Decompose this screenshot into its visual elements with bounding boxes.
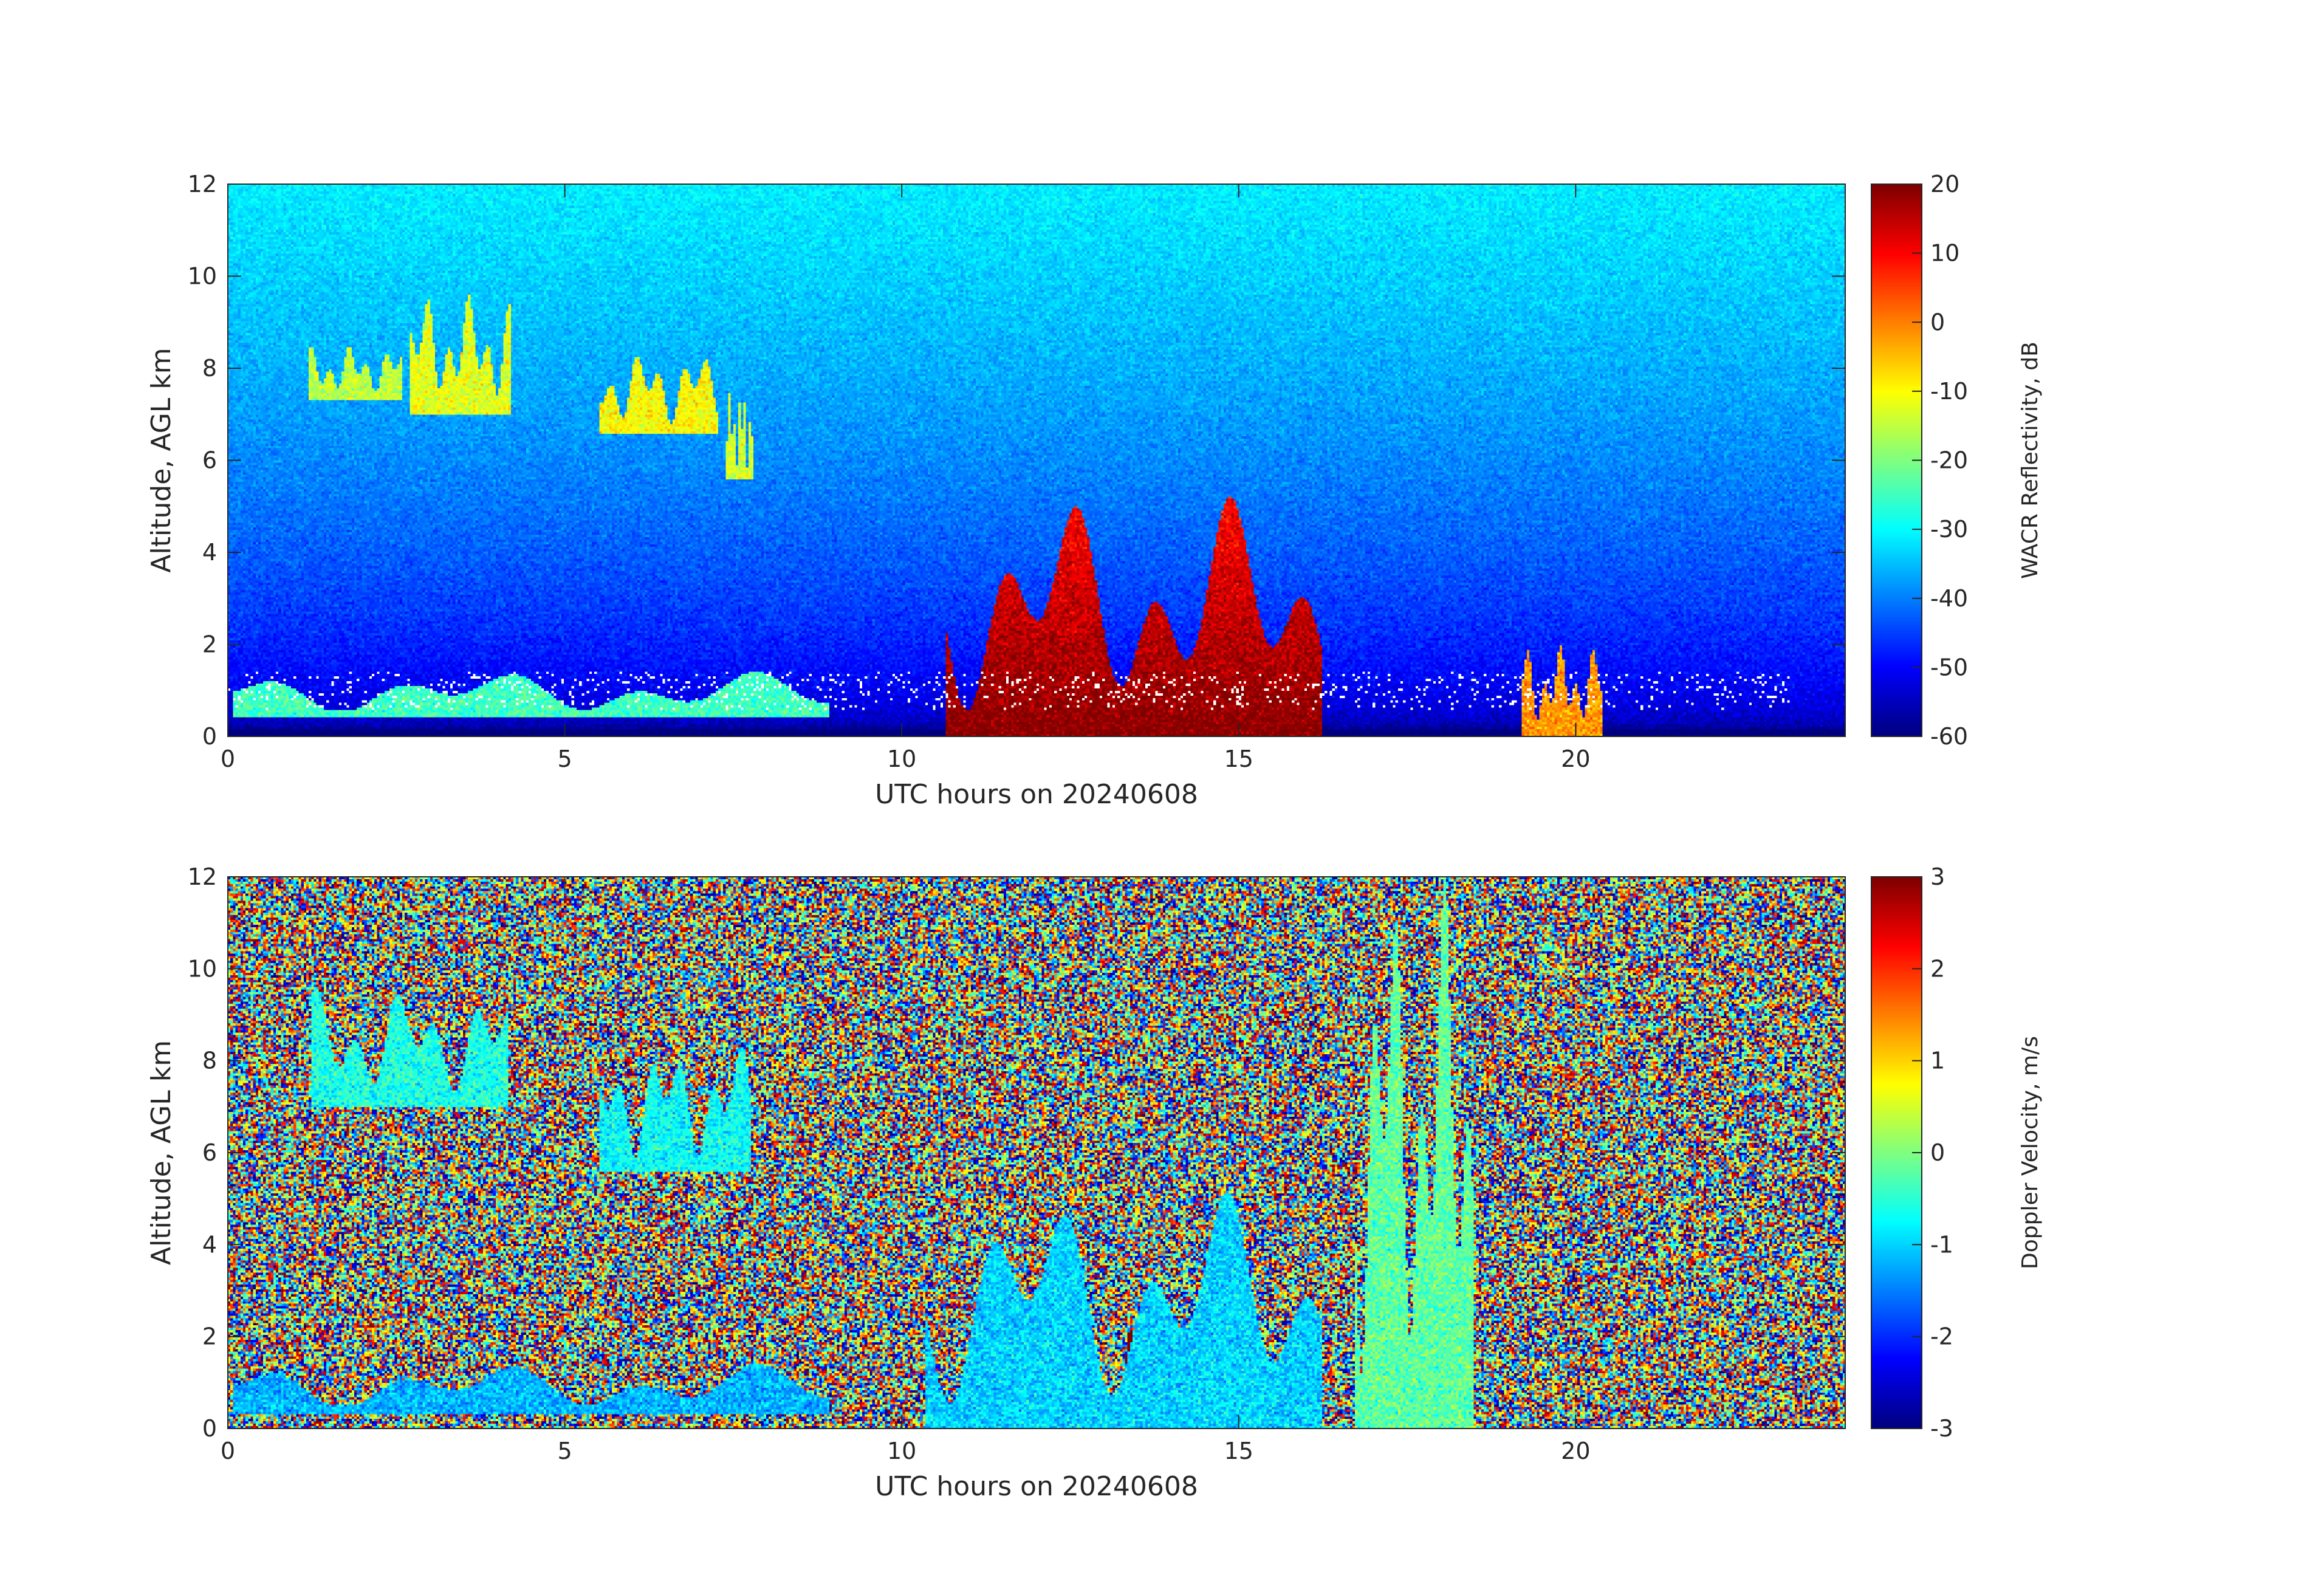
axes-box bbox=[227, 876, 1846, 1429]
y-tick-label: 4 bbox=[202, 1231, 217, 1258]
colorbar-tick-label: -30 bbox=[1930, 516, 1968, 543]
y-tick-label: 10 bbox=[188, 955, 217, 982]
y-tick-label: 8 bbox=[202, 1048, 217, 1074]
y-tick-label: 12 bbox=[188, 171, 217, 197]
colorbar-tick-label: -10 bbox=[1930, 378, 1968, 405]
colorbar-tick-label: -2 bbox=[1930, 1323, 1953, 1350]
y-axis-label: Altitude, AGL km bbox=[146, 348, 177, 572]
colorbar-tick-label: 20 bbox=[1930, 171, 1959, 197]
colorbar-tick-label: 1 bbox=[1930, 1048, 1945, 1074]
y-tick-label: 2 bbox=[202, 1323, 217, 1350]
x-axis-label: UTC hours on 20240608 bbox=[875, 1471, 1198, 1502]
x-tick-label: 15 bbox=[1224, 746, 1253, 772]
colorbar-tick-label: -1 bbox=[1930, 1231, 1953, 1258]
y-tick-label: 12 bbox=[188, 863, 217, 890]
doppler-velocity-heatmap bbox=[228, 877, 1845, 1429]
colorbar-tick-label: 3 bbox=[1930, 863, 1945, 890]
x-tick-label: 20 bbox=[1561, 1438, 1590, 1464]
axes-box bbox=[227, 184, 1846, 737]
x-tick-label: 10 bbox=[887, 746, 916, 772]
y-tick-label: 4 bbox=[202, 539, 217, 566]
x-tick-label: 15 bbox=[1224, 1438, 1253, 1464]
x-tick-label: 5 bbox=[557, 746, 572, 772]
y-tick-label: 10 bbox=[188, 263, 217, 290]
colorbar-label: Doppler Velocity, m/s bbox=[2018, 1036, 2043, 1269]
x-tick-label: 0 bbox=[221, 1438, 235, 1464]
colorbar-tick-label: 2 bbox=[1930, 955, 1945, 982]
colorbar-tick-label: 0 bbox=[1930, 309, 1945, 335]
x-tick-label: 0 bbox=[221, 746, 235, 772]
x-axis-label: UTC hours on 20240608 bbox=[875, 779, 1198, 810]
x-tick-label: 5 bbox=[557, 1438, 572, 1464]
colorbar-tick-label: -3 bbox=[1930, 1415, 1953, 1442]
colorbar-label: WACR Reflectivity, dB bbox=[2018, 341, 2043, 579]
x-tick-label: 20 bbox=[1561, 746, 1590, 772]
colorbar-tick-label: -60 bbox=[1930, 723, 1968, 750]
y-axis-label: Altitude, AGL km bbox=[146, 1040, 177, 1265]
y-tick-label: 8 bbox=[202, 355, 217, 382]
y-tick-label: 6 bbox=[202, 447, 217, 474]
reflectivity-heatmap bbox=[228, 184, 1845, 736]
colorbar-tick-label: -50 bbox=[1930, 654, 1968, 681]
colorbar-tick-label: -40 bbox=[1930, 585, 1968, 612]
colorbar-tick-label: -20 bbox=[1930, 447, 1968, 474]
x-tick-label: 10 bbox=[887, 1438, 916, 1464]
y-tick-label: 6 bbox=[202, 1139, 217, 1166]
y-tick-label: 0 bbox=[202, 1415, 217, 1442]
y-tick-label: 2 bbox=[202, 631, 217, 658]
y-tick-label: 0 bbox=[202, 723, 217, 750]
colorbar-tick-label: 0 bbox=[1930, 1139, 1945, 1166]
colorbar-tick-label: 10 bbox=[1930, 240, 1959, 267]
